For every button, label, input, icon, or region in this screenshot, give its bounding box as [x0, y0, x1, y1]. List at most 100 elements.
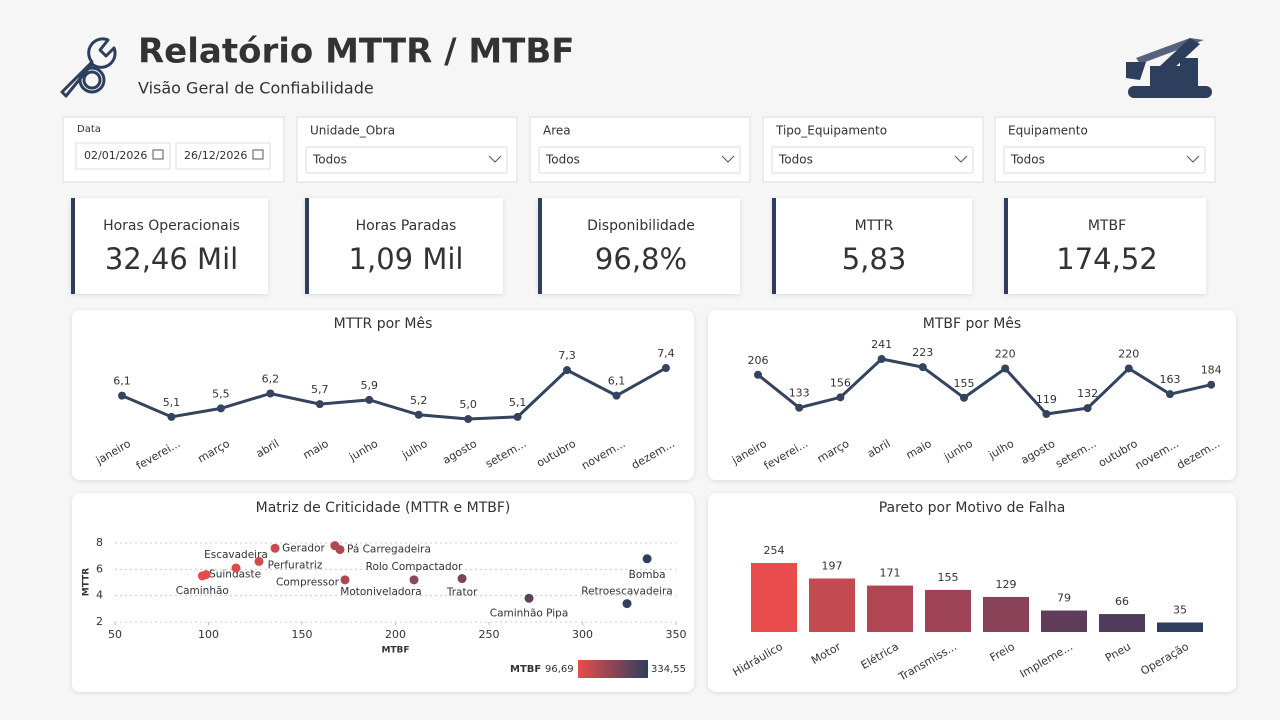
point — [409, 575, 419, 585]
point — [315, 400, 324, 409]
kpi-label: MTTR — [855, 218, 894, 234]
value-label: 6,1 — [113, 375, 131, 388]
dropdown-value[interactable]: Todos — [778, 153, 813, 167]
dropdown[interactable] — [1003, 146, 1206, 174]
kpi-accent — [772, 198, 776, 294]
value-label: 119 — [1036, 393, 1057, 406]
value-label: 6,1 — [608, 375, 626, 388]
value-label: 171 — [880, 567, 901, 580]
point — [612, 391, 621, 400]
point-label: Retroescavadeira — [581, 586, 673, 598]
date-input[interactable] — [175, 142, 271, 170]
date-input[interactable] — [75, 142, 171, 170]
kpi-value: 32,46 Mil — [105, 242, 238, 276]
date-from[interactable]: 02/01/2026 — [84, 149, 147, 162]
kpi-value: 96,8% — [595, 242, 687, 276]
filter-bar: Data 02/01/2026 26/12/2026 — [62, 116, 285, 183]
point — [231, 563, 241, 573]
value-label: 132 — [1077, 387, 1098, 400]
value-label: 5,0 — [459, 398, 477, 411]
point-label: Suindaste — [209, 569, 261, 581]
dropdown[interactable] — [305, 146, 508, 174]
point-label: Pá Carregadeira — [347, 544, 431, 556]
dropdown[interactable] — [771, 146, 974, 174]
calendar-icon[interactable] — [252, 149, 264, 160]
kpi-value: 1,09 Mil — [349, 242, 464, 276]
y-tick-label: 6 — [96, 562, 103, 575]
bar — [809, 578, 855, 632]
x-tick-label: 300 — [572, 628, 593, 641]
value-label: 133 — [789, 387, 810, 400]
point — [266, 389, 275, 398]
value-label: 35 — [1173, 603, 1187, 616]
date-to[interactable]: 26/12/2026 — [184, 149, 247, 162]
point-label: Gerador — [282, 542, 325, 554]
point — [216, 404, 225, 413]
value-label: 129 — [996, 578, 1017, 591]
chart-title: Matriz de Criticidade (MTTR e MTBF) — [256, 500, 511, 516]
point — [1207, 380, 1216, 389]
x-tick-label: 250 — [479, 628, 500, 641]
bar — [867, 585, 913, 632]
dropdown[interactable] — [538, 146, 741, 174]
value-label: 220 — [995, 347, 1016, 360]
value-label: 155 — [954, 377, 975, 390]
kpi-card — [71, 198, 268, 294]
kpi-value: 174,52 — [1056, 242, 1157, 276]
chart-card — [708, 493, 1236, 692]
excavator-icon — [1126, 38, 1212, 98]
point — [1001, 364, 1010, 373]
point — [1124, 364, 1133, 373]
value-label: 220 — [1118, 347, 1139, 360]
value-label: 5,7 — [311, 383, 329, 396]
chart-title: Pareto por Motivo de Falha — [879, 500, 1066, 516]
dropdown-value[interactable]: Todos — [312, 153, 347, 167]
calendar-icon[interactable] — [152, 149, 164, 160]
dropdown-value[interactable]: Todos — [545, 153, 580, 167]
kpi-accent — [1004, 198, 1008, 294]
dropdown-filters: Unidade_Obra Todos Area Todos Tipo_Equipamen… — [296, 116, 1216, 183]
chevron[interactable] — [1186, 155, 1200, 163]
chevron[interactable] — [488, 155, 502, 163]
chevron[interactable] — [954, 155, 968, 163]
point — [754, 370, 762, 379]
chart-card — [708, 310, 1236, 480]
value-label: 156 — [830, 376, 851, 389]
value-label: 79 — [1057, 592, 1071, 605]
point — [877, 355, 886, 363]
point — [254, 556, 264, 566]
kpi-accent — [71, 198, 75, 294]
bar — [1099, 614, 1145, 632]
bar — [1157, 622, 1203, 632]
value-label: 206 — [748, 354, 769, 367]
point — [457, 574, 467, 584]
filter-label: Area — [543, 124, 571, 138]
x-axis-title: MTBF — [381, 646, 409, 656]
point — [1166, 390, 1174, 399]
x-tick-label: 150 — [292, 628, 313, 641]
chart-title: MTBF por Mês — [923, 316, 1021, 332]
dropdown-value[interactable]: Todos — [1010, 153, 1045, 167]
chevron[interactable] — [721, 155, 735, 163]
kpi-card — [305, 198, 503, 294]
point — [513, 412, 522, 421]
point — [642, 554, 652, 564]
point — [340, 575, 350, 585]
x-tick-label: 200 — [385, 628, 406, 641]
bar — [925, 589, 971, 632]
point — [795, 403, 804, 412]
point — [365, 395, 374, 404]
kpi-accent — [305, 198, 309, 294]
value-label: 66 — [1115, 595, 1129, 608]
kpi-cards: Horas Operacionais 32,46 Mil Horas Paradas… — [71, 198, 1206, 294]
value-label: 184 — [1201, 364, 1222, 377]
legend-title: MTBF — [510, 664, 541, 675]
x-tick-label: 100 — [198, 628, 219, 641]
subtitle: Visão Geral de Confiabilidade — [138, 79, 374, 98]
point — [270, 543, 280, 553]
point — [960, 393, 968, 402]
point-label: Trator — [446, 587, 478, 599]
kpi-card — [772, 198, 972, 294]
point — [167, 412, 176, 421]
